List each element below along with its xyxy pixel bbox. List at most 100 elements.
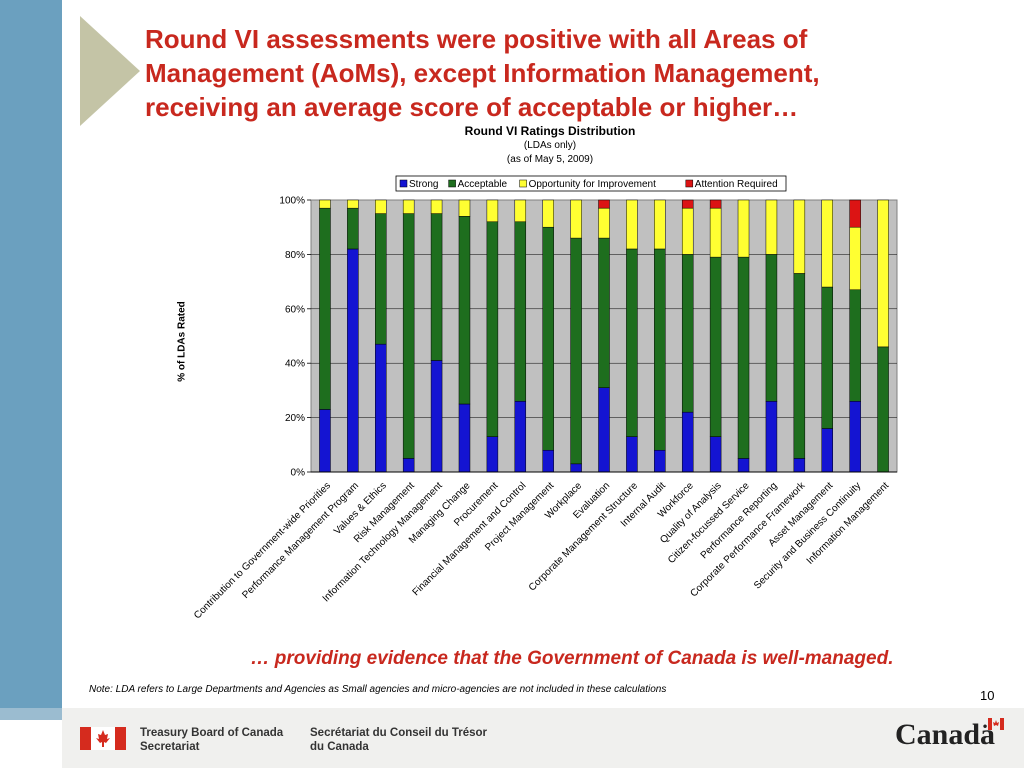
- left-decorative-bar: [0, 0, 62, 708]
- bar-segment-opportunity-for-improvement: [542, 199, 554, 228]
- bar-segment-strong: [654, 449, 666, 473]
- bar-segment-opportunity-for-improvement: [598, 207, 610, 239]
- bar-segment-strong: [849, 401, 861, 473]
- bar-segment-acceptable: [486, 221, 499, 437]
- arrow-chevron-icon: [80, 16, 140, 126]
- canada-wordmark: Canadä: [895, 718, 996, 751]
- bar-segment-acceptable: [654, 248, 666, 451]
- bar-segment-acceptable: [402, 213, 415, 459]
- bar-segment-strong: [570, 463, 582, 473]
- canada-flag-icon: [80, 727, 126, 750]
- bar-segment-strong: [347, 248, 359, 473]
- bar-segment-acceptable: [598, 237, 610, 388]
- chart-subtitle-date: (as of May 5, 2009): [506, 154, 594, 165]
- bar-segment-opportunity-for-improvement: [486, 199, 499, 223]
- bar-segment-strong: [765, 401, 778, 473]
- bar-segment-attention-required: [598, 199, 610, 209]
- legend-label: Strong: [409, 179, 438, 190]
- legend-swatch-acceptable: [448, 179, 456, 188]
- bar-segment-acceptable: [458, 216, 471, 405]
- footer-fr-line2: du Canada: [310, 741, 369, 753]
- bar-segment-attention-required: [681, 199, 694, 209]
- bar-segment-acceptable: [709, 256, 722, 437]
- bar-segment-strong: [514, 401, 527, 473]
- bar-segment-opportunity-for-improvement: [709, 207, 722, 258]
- y-tick-label: 100%: [279, 196, 305, 207]
- bar-segment-strong: [542, 449, 554, 473]
- bar-segment-acceptable: [319, 207, 331, 410]
- bar-segment-acceptable: [681, 254, 694, 413]
- bar-segment-strong: [402, 458, 415, 473]
- chart-subtitle: (LDAs only): [523, 140, 577, 151]
- bar-segment-acceptable: [793, 273, 806, 459]
- bar-segment-opportunity-for-improvement: [570, 199, 582, 239]
- y-axis-label: % of LDAs Rated: [176, 301, 188, 382]
- footer-fr-line1: Secrétariat du Conseil du Trésor: [310, 727, 488, 739]
- bar-segment-acceptable: [375, 213, 387, 345]
- footer-bar: [62, 708, 1024, 768]
- bar-segment-acceptable: [765, 254, 778, 402]
- y-tick-label: 60%: [285, 304, 305, 315]
- y-tick-label: 40%: [285, 359, 305, 370]
- y-tick-label: 0%: [291, 468, 306, 479]
- bar-segment-acceptable: [542, 226, 554, 451]
- bar-segment-acceptable: [737, 256, 750, 459]
- bar-segment-opportunity-for-improvement: [375, 199, 387, 214]
- bar-segment-opportunity-for-improvement: [821, 199, 833, 288]
- y-tick-label: 80%: [285, 250, 305, 261]
- legend-label: Attention Required: [695, 179, 778, 190]
- legend-label: Acceptable: [458, 179, 508, 190]
- page-number: 10: [980, 688, 995, 703]
- bar-segment-attention-required: [709, 199, 722, 209]
- bar-segment-opportunity-for-improvement: [737, 199, 750, 258]
- footnote: Note: LDA refers to Large Departments an…: [89, 684, 667, 695]
- bar-segment-opportunity-for-improvement: [877, 199, 889, 348]
- bar-segment-opportunity-for-improvement: [347, 199, 359, 209]
- bar-segment-acceptable: [430, 213, 443, 361]
- bar-segment-acceptable: [821, 286, 833, 429]
- bar-segment-strong: [486, 436, 499, 473]
- footer-en-line1: Treasury Board of Canada: [140, 727, 284, 739]
- bar-segment-strong: [709, 436, 722, 473]
- bar-segment-opportunity-for-improvement: [681, 207, 694, 255]
- bar-segment-opportunity-for-improvement: [654, 199, 666, 250]
- bar-segment-opportunity-for-improvement: [402, 199, 415, 214]
- wordmark-flag-icon: [988, 718, 1004, 730]
- footer-en-line2: Secretariat: [140, 741, 200, 753]
- bar-segment-acceptable: [570, 237, 582, 465]
- footer-french-name: Secrétariat du Conseil du Trésor du Cana…: [310, 726, 510, 754]
- legend-swatch-attention-required: [685, 179, 694, 188]
- slide-title: Round VI assessments were positive with …: [145, 24, 820, 122]
- footer-english-name: Treasury Board of Canada Secretariat: [140, 726, 300, 754]
- bar-segment-acceptable: [626, 248, 638, 437]
- bar-segment-strong: [681, 411, 694, 473]
- bar-segment-opportunity-for-improvement: [793, 199, 806, 274]
- bar-segment-opportunity-for-improvement: [849, 226, 861, 291]
- y-tick-label: 20%: [285, 413, 305, 424]
- bar-segment-strong: [793, 458, 806, 473]
- bar-segment-opportunity-for-improvement: [514, 199, 527, 223]
- bar-segment-opportunity-for-improvement: [430, 199, 443, 214]
- left-bar-stripe: [0, 708, 62, 720]
- conclusion-text: … providing evidence that the Government…: [250, 648, 894, 669]
- bar-segment-opportunity-for-improvement: [626, 199, 638, 250]
- bar-segment-strong: [430, 360, 443, 473]
- bar-segment-strong: [737, 458, 750, 473]
- bar-segment-strong: [626, 436, 638, 473]
- bar-segment-strong: [375, 343, 387, 473]
- bar-segment-acceptable: [849, 289, 861, 402]
- bar-segment-strong: [458, 403, 471, 473]
- legend-label: Opportunity for Improvement: [529, 179, 656, 190]
- bar-segment-acceptable: [514, 221, 527, 402]
- bar-segment-acceptable: [877, 346, 889, 473]
- bar-segment-opportunity-for-improvement: [319, 199, 331, 209]
- chart-title: Round VI Ratings Distribution: [464, 124, 636, 138]
- x-tick-label: Contribution to Government-wide Prioriti…: [192, 480, 333, 621]
- legend-swatch-strong: [399, 179, 408, 188]
- bar-segment-attention-required: [849, 199, 861, 228]
- bar-segment-strong: [821, 428, 833, 473]
- bar-segment-strong: [319, 409, 331, 473]
- bar-segment-opportunity-for-improvement: [765, 199, 778, 255]
- legend-swatch-opportunity-for-improvement: [519, 179, 527, 188]
